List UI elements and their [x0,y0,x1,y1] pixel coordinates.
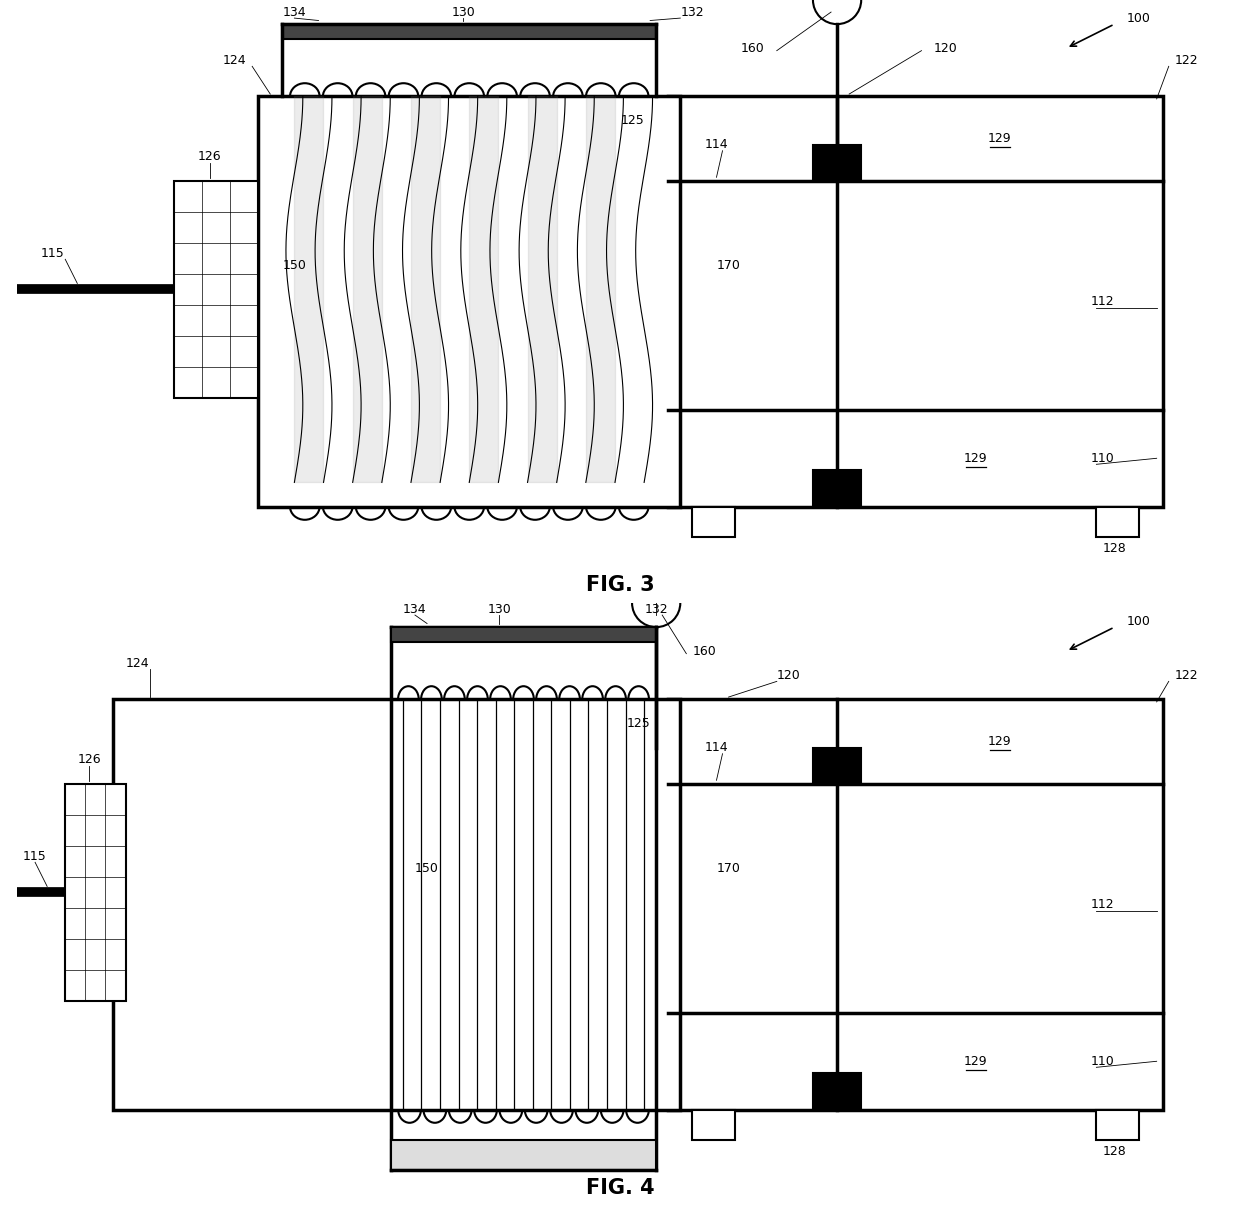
Text: 129: 129 [988,133,1012,145]
Text: 170: 170 [717,259,740,271]
Bar [66,784,125,1001]
Text: 120: 120 [776,669,801,681]
Text: 134: 134 [283,6,306,18]
Bar [174,181,258,398]
Bar [1096,507,1138,537]
Text: 128: 128 [1102,1146,1126,1158]
Bar [391,1140,656,1170]
Text: 110: 110 [1090,1055,1114,1067]
Text: 112: 112 [1090,898,1114,911]
Text: 160: 160 [742,42,765,54]
Text: 150: 150 [415,862,439,874]
Text: 120: 120 [934,42,957,54]
Text: 115: 115 [41,247,64,259]
Text: 110: 110 [1090,452,1114,464]
Text: 122: 122 [1174,54,1198,66]
Text: 126: 126 [78,754,102,766]
Text: 132: 132 [681,6,704,18]
Text: 100: 100 [1126,12,1151,24]
Text: 124: 124 [222,54,247,66]
Bar [813,145,862,181]
Text: 150: 150 [283,259,306,271]
Text: 114: 114 [704,139,728,151]
Text: 100: 100 [1126,615,1151,627]
Text: 129: 129 [963,1055,987,1067]
Text: 112: 112 [1090,295,1114,308]
Text: 125: 125 [626,718,650,730]
Text: 128: 128 [1102,543,1126,555]
Text: 129: 129 [963,452,987,464]
Bar [813,470,862,507]
Text: 170: 170 [717,862,740,874]
Text: 160: 160 [692,645,717,657]
Bar [668,96,1163,507]
Text: 124: 124 [125,657,149,669]
Bar [1096,1110,1138,1140]
Text: FIG. 3: FIG. 3 [585,575,655,595]
Text: 129: 129 [988,736,1012,748]
Text: 126: 126 [198,151,222,163]
Bar [391,627,656,642]
Bar [668,699,1163,1110]
Text: 130: 130 [487,603,511,615]
Text: 125: 125 [620,115,644,127]
Text: 122: 122 [1174,669,1198,681]
Text: FIG. 4: FIG. 4 [585,1178,655,1198]
Bar [813,748,862,784]
Text: 114: 114 [704,742,728,754]
Text: 115: 115 [24,850,47,862]
Bar [114,699,681,1110]
Bar [692,1110,734,1140]
Text: 134: 134 [403,603,427,615]
Text: 130: 130 [451,6,475,18]
Bar [283,24,656,39]
Bar [692,507,734,537]
Bar [258,96,681,507]
Text: 132: 132 [645,603,668,615]
Bar [813,1073,862,1110]
